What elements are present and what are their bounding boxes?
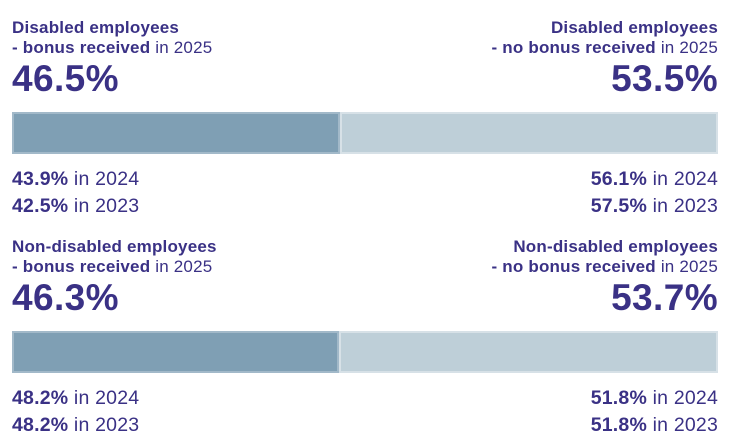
disabled-no-bonus-history: 56.1% in 2024 57.5% in 2023 <box>591 166 718 220</box>
subtitle-bold: - bonus received <box>12 38 151 57</box>
bar-segment-no-bonus <box>338 331 718 373</box>
subtitle-year: in 2025 <box>655 38 718 57</box>
history-line-2024: 48.2% in 2024 <box>12 387 140 409</box>
disabled-no-bonus-header: Disabled employees - no bonus received i… <box>492 18 719 58</box>
subtitle-year: in 2025 <box>150 257 213 276</box>
subtitle-year: in 2025 <box>655 257 718 276</box>
subtitle-bold: - bonus received <box>12 257 151 276</box>
group-title: Disabled employees <box>12 18 180 37</box>
group-subtitle: - bonus received in 2025 <box>12 38 212 58</box>
group-title: Non-disabled employees <box>12 237 217 256</box>
disabled-employees-section: Disabled employees - bonus received in 2… <box>12 18 718 220</box>
disabled-bonus-header: Disabled employees - bonus received in 2… <box>12 18 212 58</box>
history-line-2023: 57.5% in 2023 <box>590 195 718 217</box>
disabled-bonus-2025-value: 46.5% <box>12 58 119 99</box>
disabled-bonus-history: 43.9% in 2024 42.5% in 2023 <box>12 166 139 220</box>
group-title: Disabled employees <box>550 18 718 37</box>
subtitle-bold: - no bonus received <box>491 38 656 57</box>
history-line-2024: 51.8% in 2024 <box>590 387 718 409</box>
bar-segment-bonus-received <box>12 112 341 154</box>
history-line-2024: 56.1% in 2024 <box>590 168 718 190</box>
non-disabled-no-bonus-2025-value: 53.7% <box>611 277 718 318</box>
history-line-2023: 42.5% in 2023 <box>12 195 140 217</box>
non-disabled-bonus-2025-value: 46.3% <box>12 277 119 318</box>
disabled-no-bonus-2025-value: 53.5% <box>611 58 718 99</box>
subtitle-bold: - no bonus received <box>491 257 656 276</box>
group-title: Non-disabled employees <box>513 237 718 256</box>
non-disabled-bonus-header: Non-disabled employees - bonus received … <box>12 237 217 277</box>
bar-segment-bonus-received <box>12 331 339 373</box>
bar-segment-no-bonus <box>340 112 718 154</box>
disabled-stacked-bar <box>12 112 718 154</box>
non-disabled-no-bonus-header: Non-disabled employees - no bonus receiv… <box>492 237 719 277</box>
non-disabled-employees-section: Non-disabled employees - bonus received … <box>12 237 718 439</box>
non-disabled-stacked-bar <box>12 331 718 373</box>
non-disabled-bonus-history: 48.2% in 2024 48.2% in 2023 <box>12 385 139 439</box>
group-subtitle: - bonus received in 2025 <box>12 257 217 277</box>
history-line-2023: 51.8% in 2023 <box>590 414 718 436</box>
subtitle-year: in 2025 <box>150 38 213 57</box>
non-disabled-no-bonus-history: 51.8% in 2024 51.8% in 2023 <box>591 385 718 439</box>
group-subtitle: - no bonus received in 2025 <box>492 38 719 58</box>
group-subtitle: - no bonus received in 2025 <box>492 257 719 277</box>
history-line-2023: 48.2% in 2023 <box>12 414 140 436</box>
history-line-2024: 43.9% in 2024 <box>12 168 140 190</box>
